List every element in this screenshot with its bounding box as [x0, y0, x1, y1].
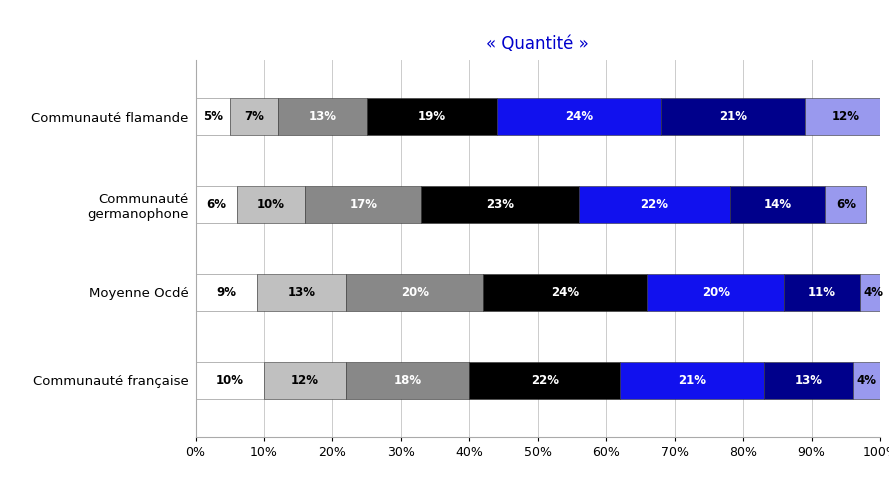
Bar [764, 362, 853, 399]
Bar [647, 274, 784, 311]
Text: 20%: 20% [401, 286, 428, 299]
Bar [196, 186, 236, 223]
Text: 5%: 5% [203, 110, 222, 123]
Text: 4%: 4% [856, 374, 877, 387]
Text: 24%: 24% [565, 110, 593, 123]
Text: 10%: 10% [216, 374, 244, 387]
Text: 11%: 11% [808, 286, 836, 299]
Bar [346, 274, 483, 311]
Bar [620, 362, 764, 399]
Text: 20%: 20% [701, 286, 730, 299]
Bar [579, 186, 730, 223]
Bar [196, 274, 257, 311]
Text: 12%: 12% [832, 110, 860, 123]
Text: 17%: 17% [349, 198, 377, 211]
Text: 18%: 18% [394, 374, 422, 387]
Text: 13%: 13% [288, 286, 316, 299]
Text: 22%: 22% [531, 374, 558, 387]
Bar [367, 98, 497, 135]
Text: 13%: 13% [794, 374, 822, 387]
Text: 21%: 21% [678, 374, 706, 387]
Text: 24%: 24% [551, 286, 580, 299]
Bar [825, 186, 867, 223]
Bar [730, 186, 825, 223]
Text: 12%: 12% [291, 374, 319, 387]
Bar [860, 274, 887, 311]
Bar [805, 98, 887, 135]
Bar [230, 98, 277, 135]
Bar [469, 362, 620, 399]
Bar [661, 98, 805, 135]
Text: 10%: 10% [257, 198, 284, 211]
Text: 22%: 22% [640, 198, 669, 211]
Bar [853, 362, 880, 399]
Text: 23%: 23% [486, 198, 514, 211]
Text: 9%: 9% [216, 286, 236, 299]
Bar [497, 98, 661, 135]
Bar [196, 98, 230, 135]
Text: 14%: 14% [764, 198, 791, 211]
Text: 19%: 19% [418, 110, 445, 123]
Bar [277, 98, 367, 135]
Bar [346, 362, 469, 399]
Text: 6%: 6% [836, 198, 856, 211]
Text: 21%: 21% [719, 110, 747, 123]
Title: « Quantité »: « Quantité » [486, 34, 589, 53]
Text: 4%: 4% [863, 286, 884, 299]
Text: 7%: 7% [244, 110, 264, 123]
Text: 13%: 13% [308, 110, 336, 123]
Bar [196, 362, 264, 399]
Bar [421, 186, 579, 223]
Bar [784, 274, 860, 311]
Bar [483, 274, 647, 311]
Bar [257, 274, 346, 311]
Bar [305, 186, 421, 223]
Text: 6%: 6% [206, 198, 226, 211]
Bar [236, 186, 305, 223]
Bar [264, 362, 346, 399]
